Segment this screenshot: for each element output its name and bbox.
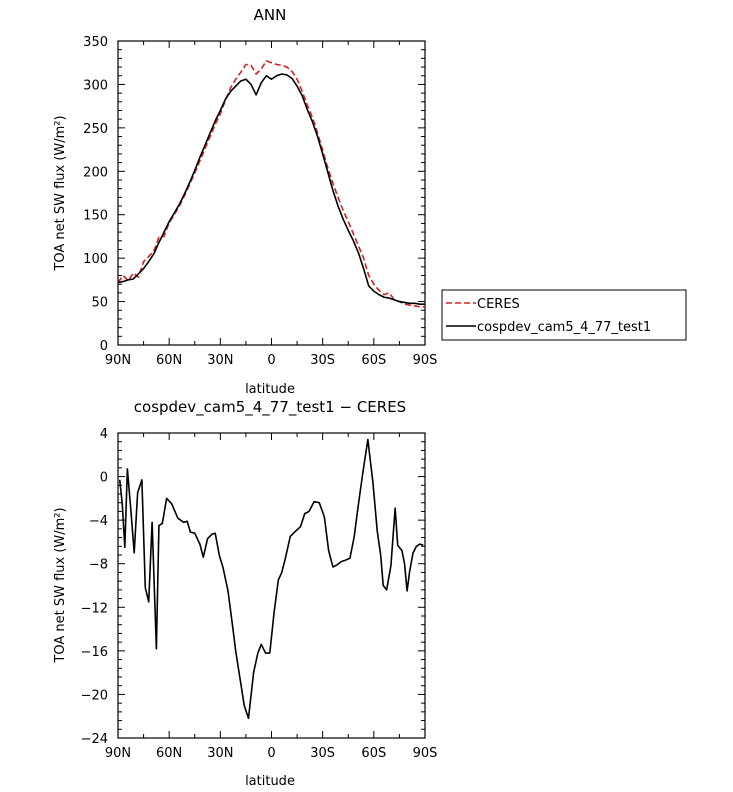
top-x-tick-label: 60S <box>361 353 386 368</box>
legend-label-ceres: CERES <box>477 297 520 312</box>
bottom-y-tick-label: −20 <box>81 688 108 703</box>
top-x-axis-label: latitude <box>245 382 295 397</box>
bottom-y-tick-label: 4 <box>100 427 108 442</box>
bottom-plot-frame <box>117 432 426 739</box>
bottom-axis-ticks: 90N 60N 30N 0 30S 60S 90S −24 −20 −16 −12 −8 −4 0 4 <box>81 427 438 761</box>
bottom-x-tick-label: 90N <box>105 746 131 761</box>
top-plot-frame <box>117 40 426 346</box>
legend-label-model: cospdev_cam5_4_77_test1 <box>477 320 651 335</box>
legend: CERES cospdev_cam5_4_77_test1 <box>441 289 687 341</box>
top-x-tick-label: 30S <box>310 353 335 368</box>
bottom-y-tick-label: 0 <box>100 471 108 486</box>
legend-box <box>441 289 687 341</box>
bottom-y-tick-label: −12 <box>81 601 108 616</box>
top-series-lines <box>117 60 425 308</box>
bottom-y-tick-label: −16 <box>81 645 108 660</box>
top-x-tick-label: 60N <box>156 353 182 368</box>
top-panel-chart: ANN 90N 60N 30N 0 30S 60S 90S 0 50 100 150 200 250 30… <box>53 6 437 397</box>
bottom-series-lines <box>118 438 424 720</box>
bottom-x-tick-label: 30N <box>207 746 233 761</box>
top-x-tick-label: 90S <box>413 353 438 368</box>
bottom-x-tick-label: 60N <box>156 746 182 761</box>
top-y-tick-label: 300 <box>83 78 108 93</box>
top-y-tick-label: 250 <box>83 122 108 137</box>
top-chart-title: ANN <box>254 6 287 24</box>
top-x-tick-label: 90N <box>105 353 131 368</box>
bottom-x-tick-label: 30S <box>310 746 335 761</box>
top-axis-ticks: 90N 60N 30N 0 30S 60S 90S 0 50 100 150 200 250 300 350 <box>83 35 437 368</box>
bottom-y-tick-label: −8 <box>89 558 108 573</box>
top-series-line-0 <box>117 60 425 308</box>
bottom-y-tick-label: −24 <box>81 732 108 747</box>
bottom-panel-chart: cospdev_cam5_4_77_test1 − CERES 90N 60N 30… <box>53 398 437 789</box>
top-x-tick-label: 30N <box>207 353 233 368</box>
bottom-x-tick-label: 0 <box>267 746 275 761</box>
bottom-y-tick-label: −4 <box>89 514 108 529</box>
bottom-x-tick-label: 60S <box>361 746 386 761</box>
bottom-x-tick-label: 90S <box>413 746 438 761</box>
top-y-tick-label: 200 <box>83 165 108 180</box>
bottom-x-axis-label: latitude <box>245 774 295 789</box>
top-y-tick-label: 50 <box>91 296 108 311</box>
top-x-tick-label: 0 <box>267 353 275 368</box>
top-y-tick-label: 0 <box>100 339 108 354</box>
bottom-y-axis-label: TOA net SW flux (W/m²) <box>53 507 68 663</box>
top-y-tick-label: 150 <box>83 209 108 224</box>
top-y-tick-label: 100 <box>83 252 108 267</box>
bottom-chart-title: cospdev_cam5_4_77_test1 − CERES <box>134 398 406 417</box>
top-y-axis-label: TOA net SW flux (W/m²) <box>53 115 68 271</box>
top-series-line-1 <box>117 73 425 305</box>
top-y-tick-label: 350 <box>83 35 108 50</box>
bottom-series-line-0 <box>118 438 424 720</box>
